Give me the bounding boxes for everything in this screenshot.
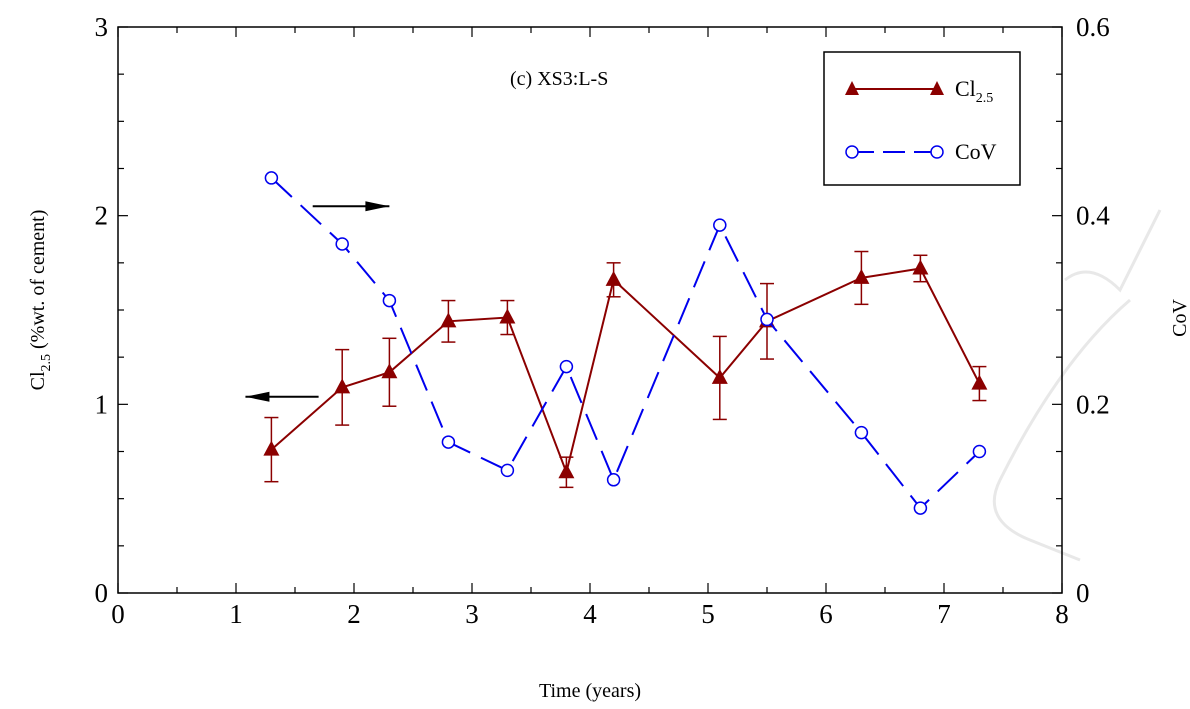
x-axis-label: Time (years) bbox=[539, 680, 641, 702]
legend-cov-marker-left bbox=[845, 145, 859, 159]
annotation-arrow-head bbox=[365, 201, 390, 212]
data-point-cov bbox=[441, 435, 456, 449]
legend-cov-marker-right bbox=[930, 145, 944, 159]
x-tick-label: 4 bbox=[583, 599, 597, 629]
chart-subtitle: (c) XS3:L-S bbox=[510, 68, 608, 90]
x-tick-label: 6 bbox=[819, 599, 833, 629]
legend-cl-label: Cl2.5 bbox=[955, 76, 993, 106]
watermark bbox=[992, 209, 1162, 562]
y-left-tick-label: 3 bbox=[95, 12, 109, 42]
data-point-cov bbox=[854, 425, 869, 440]
data-point-cov bbox=[913, 501, 928, 515]
data-point-cl bbox=[381, 363, 398, 379]
legend-box bbox=[823, 51, 1021, 186]
y-right-tick-label: 0 bbox=[1076, 578, 1090, 608]
x-tick-label: 8 bbox=[1055, 599, 1069, 629]
x-tick-label: 2 bbox=[347, 599, 361, 629]
y-right-tick-label: 0.6 bbox=[1076, 12, 1110, 42]
legend-cl-marker-right bbox=[930, 81, 944, 95]
y-axis-left-label-main: Cl bbox=[27, 371, 49, 390]
data-point-cov bbox=[606, 473, 621, 487]
data-point-cov bbox=[382, 293, 397, 308]
legend-cl-marker-left bbox=[845, 81, 859, 95]
data-point-cl bbox=[558, 463, 575, 479]
y-left-tick-label: 0 bbox=[95, 578, 109, 608]
legend-cl-name: Cl bbox=[955, 76, 976, 101]
data-point-cl bbox=[912, 259, 929, 275]
y-axis-right-label: CoV bbox=[1169, 299, 1190, 337]
legend-cov-label: CoV bbox=[955, 139, 997, 164]
y-axis-left-label-sub: 2.5 bbox=[39, 354, 54, 372]
data-point-cov bbox=[264, 171, 279, 185]
y-left-tick-label: 2 bbox=[95, 201, 109, 231]
data-point-cov bbox=[972, 444, 987, 459]
data-point-cl bbox=[263, 440, 280, 456]
annotation-arrow-head bbox=[245, 391, 270, 402]
series-layer bbox=[245, 171, 988, 515]
y-axis-left-label-tail: (%wt. of cement) bbox=[27, 210, 49, 349]
y-axis-left-label: Cl2.5 (%wt. of cement) bbox=[27, 210, 54, 391]
legend: Cl2.5 CoV bbox=[823, 51, 1021, 186]
data-point-cl bbox=[605, 270, 622, 286]
data-point-cl bbox=[711, 368, 728, 384]
data-point-cov bbox=[559, 359, 574, 374]
x-tick-label: 7 bbox=[937, 599, 951, 629]
data-point-cov bbox=[500, 463, 515, 478]
data-point-cl bbox=[971, 374, 988, 390]
y-right-tick-label: 0.2 bbox=[1076, 389, 1110, 419]
data-point-cl bbox=[853, 268, 870, 284]
x-tick-label: 3 bbox=[465, 599, 479, 629]
data-point-cl bbox=[440, 312, 457, 328]
y-right-tick-label: 0.4 bbox=[1076, 201, 1110, 231]
series-line-0 bbox=[270, 267, 981, 476]
data-point-cov bbox=[713, 218, 727, 232]
data-point-cl bbox=[334, 378, 351, 394]
data-point-cov bbox=[760, 312, 774, 327]
svg-text:Cl2.5 (%wt. of cement): Cl2.5 (%wt. of cement) bbox=[27, 210, 54, 391]
series-line-1 bbox=[270, 177, 981, 510]
data-point-cl bbox=[499, 308, 516, 324]
text-layer: (c) XS3:L-S Time (years) CoV Cl2.5 (%wt.… bbox=[27, 68, 1190, 702]
y-left-tick-label: 1 bbox=[95, 389, 109, 419]
legend-cl-sub: 2.5 bbox=[976, 91, 994, 106]
x-tick-label: 1 bbox=[229, 599, 243, 629]
x-tick-label: 0 bbox=[111, 599, 125, 629]
data-point-cov bbox=[335, 237, 349, 251]
x-tick-label: 5 bbox=[701, 599, 715, 629]
